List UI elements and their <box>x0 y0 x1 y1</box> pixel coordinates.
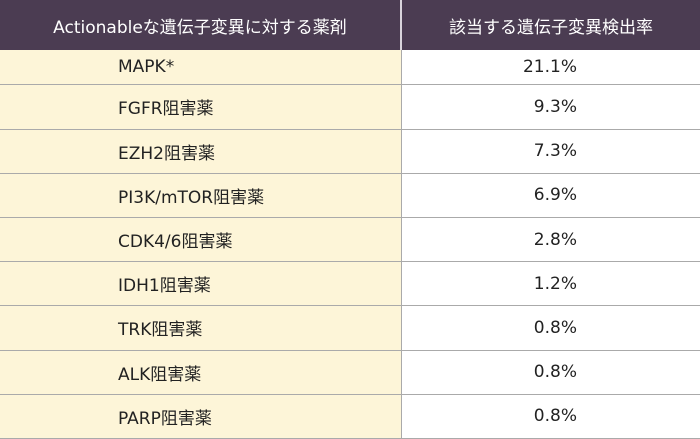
drug-cell: IDH1阻害薬 <box>0 261 402 307</box>
table-row: PI3K/mTOR阻害薬 6.9% <box>0 173 700 218</box>
table-header: Actionableな遺伝子変異に対する薬剤 該当する遺伝子変異検出率 <box>0 0 700 50</box>
table-row: FGFR阻害薬 9.3% <box>0 84 700 130</box>
header-cell: Actionableな遺伝子変異に対する薬剤 <box>0 0 402 50</box>
table-row: EZH2阻害薬 7.3% <box>0 129 700 174</box>
table-row: IDH1阻害薬 1.2% <box>0 261 700 307</box>
table-row: TRK阻害薬 0.8% <box>0 305 700 351</box>
rate-cell: 0.8% <box>401 350 700 395</box>
rate-cell: 0.8% <box>401 394 700 439</box>
header-row: Actionableな遺伝子変異に対する薬剤 該当する遺伝子変異検出率 <box>0 0 700 50</box>
rate-cell: 7.3% <box>401 129 700 174</box>
rate-cell: 21.1% <box>401 50 700 86</box>
rate-cell: 2.8% <box>401 217 700 263</box>
rate-cell: 0.8% <box>401 305 700 351</box>
drug-cell: CDK4/6阻害薬 <box>0 217 402 263</box>
rate-cell: 6.9% <box>401 173 700 218</box>
table-body: MAPK* 21.1% FGFR阻害薬 9.3% EZH2阻害薬 7.3% PI3K/mTO… <box>0 50 700 439</box>
table-row: CDK4/6阻害薬 2.8% <box>0 217 700 263</box>
drug-cell: TRK阻害薬 <box>0 305 402 351</box>
drug-cell: PI3K/mTOR阻害薬 <box>0 173 402 218</box>
table-row: ALK阻害薬 0.8% <box>0 350 700 395</box>
header-cell: 該当する遺伝子変異検出率 <box>401 0 700 50</box>
drug-cell: PARP阻害薬 <box>0 394 402 439</box>
rate-cell: 1.2% <box>401 261 700 307</box>
table-row: PARP阻害薬 0.8% <box>0 394 700 439</box>
drug-cell: MAPK* <box>0 50 402 86</box>
drug-cell: ALK阻害薬 <box>0 350 402 395</box>
drug-cell: EZH2阻害薬 <box>0 129 402 174</box>
drug-cell: FGFR阻害薬 <box>0 84 402 130</box>
rate-cell: 9.3% <box>401 84 700 130</box>
table-row: MAPK* 21.1% <box>0 50 700 86</box>
